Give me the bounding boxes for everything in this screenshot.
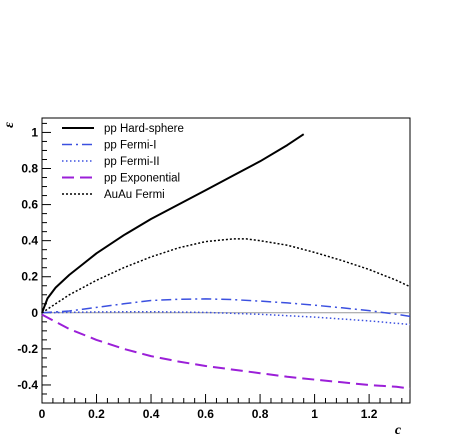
y-tick-label: 1 xyxy=(31,125,38,139)
series-line-5 xyxy=(41,238,411,314)
y-tick-label: 0.6 xyxy=(21,198,38,212)
plot-frame xyxy=(41,117,411,404)
series-line-1 xyxy=(41,133,305,314)
series-layer xyxy=(41,133,411,390)
series-line-2 xyxy=(41,298,411,318)
x-tick-label: 0.6 xyxy=(197,407,214,421)
y-tick-label: 0 xyxy=(31,306,38,320)
legend-label-4: pp Exponential xyxy=(104,173,180,185)
axis-ticks: 0 0.2 0.4 0.6 0.8 1 1.2 -0.4 -0.2 0 0.2 0.4 0.6 0.8 1 xyxy=(17,122,403,421)
series-line-3 xyxy=(41,310,411,326)
legend: pp Hard-sphere pp Fermi-I pp Fermi-II pp Ex… xyxy=(62,123,184,201)
x-tick-label: 0.8 xyxy=(252,407,269,421)
plot-area-border xyxy=(41,117,411,404)
x-tick-label: 0.4 xyxy=(143,407,160,421)
legend-label-3: pp Fermi-II xyxy=(104,156,160,168)
y-tick-label: -0.2 xyxy=(17,342,38,356)
legend-label-2: pp Fermi-I xyxy=(104,140,156,152)
x-tick-label: 1.2 xyxy=(361,407,378,421)
y-tick-label: -0.4 xyxy=(17,378,38,392)
x-tick-label: 1 xyxy=(311,407,318,421)
x-tick-label: 0.2 xyxy=(88,407,105,421)
legend-label-5: AuAu Fermi xyxy=(104,189,165,201)
series-line-4 xyxy=(41,313,411,390)
y-tick-label: 0.2 xyxy=(21,270,38,284)
y-axis-label: ε xyxy=(2,122,17,128)
x-tick-label: 0 xyxy=(39,407,46,421)
legend-label-1: pp Hard-sphere xyxy=(104,123,184,135)
x-axis-label: c xyxy=(395,423,402,436)
y-tick-label: 0.4 xyxy=(21,234,38,248)
y-tick-label: 0.8 xyxy=(21,162,38,176)
